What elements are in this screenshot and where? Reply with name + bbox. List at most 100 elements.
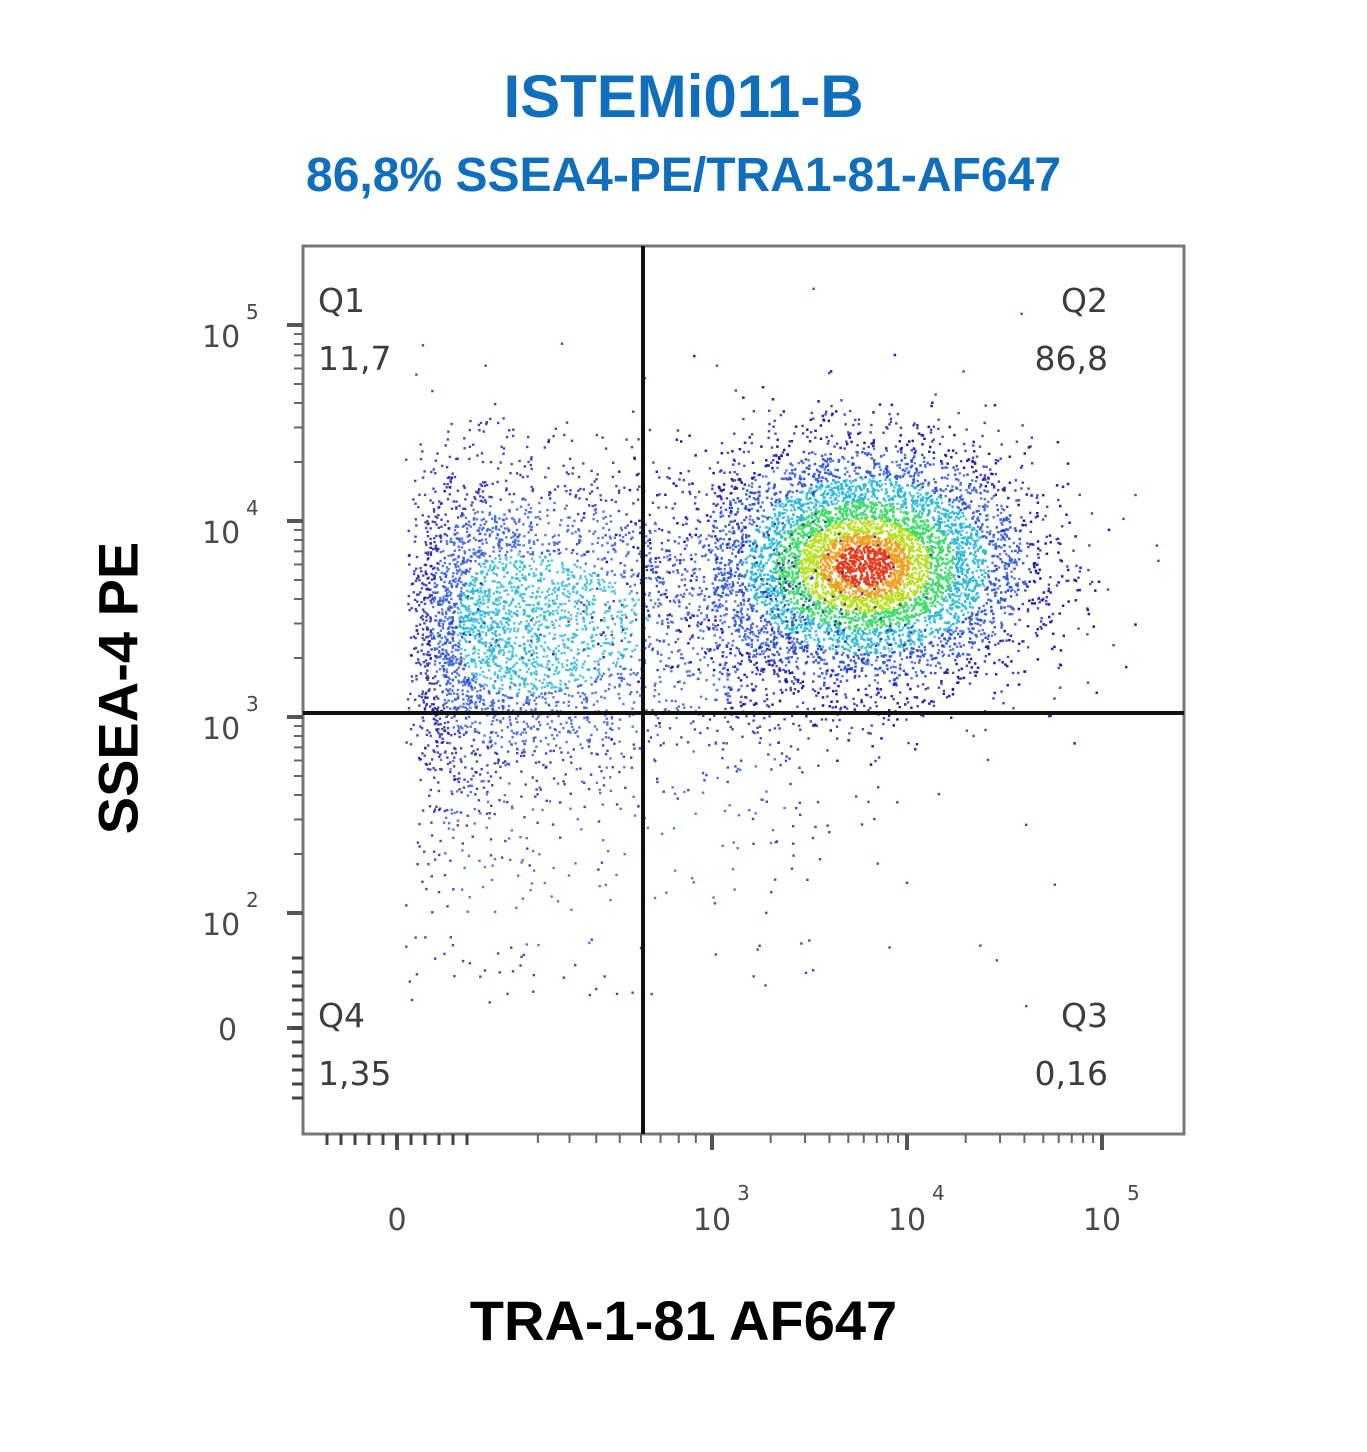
data-point [1000, 625, 1003, 628]
data-point [1106, 588, 1110, 591]
data-point [779, 688, 783, 692]
data-point [1086, 607, 1089, 610]
data-point [998, 658, 1001, 662]
data-point [886, 584, 889, 587]
data-point [765, 532, 768, 535]
data-point [813, 690, 817, 693]
data-point [772, 668, 776, 672]
data-point [751, 730, 755, 733]
data-point [940, 540, 943, 543]
data-point [648, 559, 652, 562]
data-point [854, 506, 857, 509]
data-point [805, 510, 808, 513]
data-point [939, 616, 942, 619]
data-point [762, 652, 765, 655]
data-point [851, 632, 854, 635]
data-point [989, 530, 992, 533]
data-point [817, 622, 821, 625]
data-point [903, 472, 906, 476]
data-point [775, 545, 779, 548]
data-point [907, 538, 910, 541]
data-point [777, 627, 780, 630]
data-point [1050, 619, 1053, 623]
data-point [879, 501, 882, 505]
data-point [740, 616, 743, 619]
data-point [974, 622, 977, 625]
data-point [995, 504, 999, 507]
data-point [874, 647, 877, 651]
data-point [844, 467, 847, 470]
data-point [782, 572, 785, 575]
data-point [832, 634, 836, 637]
data-point [903, 648, 906, 651]
data-point [854, 488, 858, 491]
data-point [933, 635, 936, 639]
data-point [814, 562, 817, 565]
data-point [901, 505, 905, 508]
data-point [921, 583, 925, 586]
data-point [725, 497, 729, 500]
data-point [879, 589, 883, 592]
data-point [1049, 576, 1052, 579]
data-point [957, 669, 961, 672]
data-point [854, 489, 857, 493]
data-point [867, 543, 871, 546]
data-point [779, 612, 783, 615]
data-point [846, 513, 850, 516]
data-point [850, 501, 854, 505]
data-point [892, 665, 895, 668]
data-point [993, 486, 996, 489]
data-point [842, 580, 846, 583]
data-point [871, 561, 874, 564]
data-point [799, 611, 802, 615]
data-point [725, 533, 728, 536]
data-point [855, 486, 858, 489]
data-point [771, 653, 774, 656]
data-point [794, 523, 798, 526]
data-point [827, 516, 830, 519]
data-point [885, 546, 888, 549]
data-point [839, 511, 842, 515]
data-point [934, 664, 937, 668]
data-point [630, 568, 633, 572]
data-point [778, 632, 781, 635]
data-point [943, 476, 947, 479]
data-point [885, 569, 888, 572]
data-point [761, 556, 764, 560]
data-point [919, 571, 922, 574]
data-point [926, 686, 930, 690]
data-point [951, 580, 954, 584]
data-point [900, 505, 903, 508]
data-point [934, 541, 938, 544]
data-point [908, 491, 911, 495]
data-point [855, 472, 858, 475]
data-point [815, 527, 818, 531]
data-point [791, 569, 794, 573]
data-point [775, 517, 778, 520]
data-point [871, 501, 874, 504]
data-point [849, 605, 852, 608]
data-point [888, 518, 891, 521]
data-point [976, 525, 980, 528]
data-point [756, 602, 759, 605]
data-point [657, 575, 660, 579]
data-point [810, 584, 813, 587]
data-point [668, 600, 672, 603]
data-point [1059, 558, 1062, 562]
data-point [957, 601, 961, 605]
data-point [901, 567, 904, 570]
data-point [840, 586, 844, 589]
data-point [955, 451, 958, 455]
data-point [918, 488, 921, 492]
data-point [651, 501, 655, 504]
data-point [840, 653, 844, 656]
data-point [959, 481, 962, 485]
data-point [577, 512, 580, 516]
data-point [986, 481, 989, 484]
data-point [880, 599, 883, 602]
data-point [948, 645, 952, 648]
data-point [854, 653, 857, 656]
data-point [923, 554, 926, 558]
data-point [846, 567, 849, 570]
data-point [872, 466, 876, 470]
